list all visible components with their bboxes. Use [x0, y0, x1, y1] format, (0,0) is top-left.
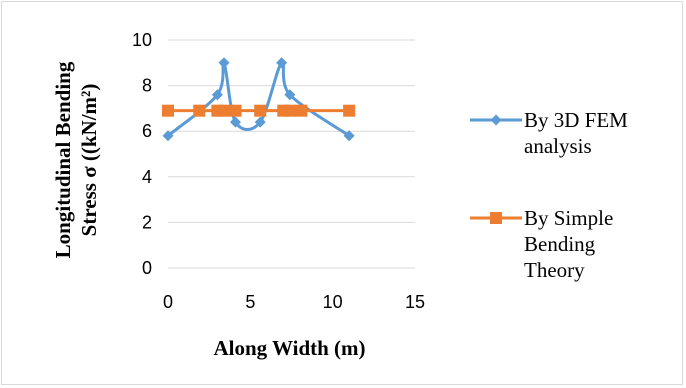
- legend-item-fem: By 3D FEM analysis: [470, 108, 628, 158]
- y-axis-title: Longitudinal BendingStress σ ((kN/m²): [51, 61, 101, 258]
- y-tick-label: 4: [142, 167, 152, 187]
- data-point: [211, 89, 223, 101]
- legend-marker: [490, 212, 502, 224]
- data-point: [230, 116, 242, 128]
- series-fem: [162, 57, 355, 142]
- series: [162, 57, 356, 142]
- data-point: [217, 104, 230, 117]
- data-point: [283, 104, 296, 117]
- x-tick-label: 10: [323, 292, 343, 312]
- data-point: [218, 57, 230, 69]
- y-tick-label: 10: [132, 30, 152, 50]
- legend-label: By Simple Bending Theory: [524, 206, 613, 282]
- legend-item-simple-bending: By Simple Bending Theory: [470, 206, 613, 282]
- data-point: [343, 104, 356, 117]
- y-tick-label: 0: [142, 258, 152, 278]
- x-tick-label: 0: [163, 292, 173, 312]
- axis-titles: Along Width (m) Longitudinal BendingStres…: [51, 61, 366, 360]
- x-tick-label: 5: [245, 292, 255, 312]
- data-point: [276, 57, 288, 69]
- tick-labels: 0 2 4 6 8 10 0 5 10 15: [132, 30, 425, 312]
- data-point: [162, 130, 174, 142]
- data-point: [295, 104, 308, 117]
- x-axis-title: Along Width (m): [213, 336, 365, 360]
- y-tick-label: 2: [142, 212, 152, 232]
- legend: By 3D FEM analysis By Simple Bending Theory: [470, 108, 628, 282]
- data-point: [193, 104, 206, 117]
- gridlines: [168, 39, 415, 223]
- data-point: [343, 130, 355, 142]
- data-point: [229, 104, 242, 117]
- data-point: [284, 89, 296, 101]
- y-tick-label: 8: [142, 76, 152, 96]
- data-point: [254, 116, 266, 128]
- legend-label: By 3D FEM analysis: [524, 108, 628, 158]
- x-tick-label: 15: [405, 292, 425, 312]
- series-simple-bending: [162, 104, 356, 117]
- data-point: [162, 104, 174, 117]
- y-tick-label: 6: [142, 121, 152, 141]
- legend-marker: [490, 114, 502, 126]
- data-point: [254, 104, 267, 117]
